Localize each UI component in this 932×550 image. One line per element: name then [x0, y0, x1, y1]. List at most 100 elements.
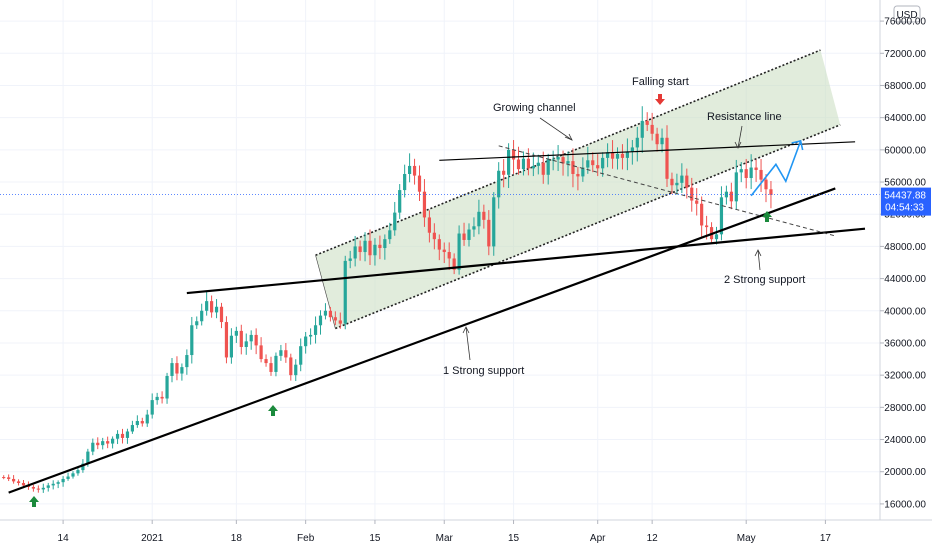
- candle-body: [313, 325, 318, 335]
- candle-body: [492, 197, 496, 247]
- candle-body: [135, 421, 139, 426]
- y-tick-label: 48000.00: [884, 242, 926, 253]
- candle-body: [576, 173, 580, 177]
- candle-body: [462, 233, 466, 240]
- candle-body: [566, 161, 570, 164]
- candle-body: [259, 345, 263, 360]
- candle-body: [739, 169, 743, 173]
- candle-body: [41, 487, 45, 490]
- candle-body: [422, 191, 427, 218]
- candle-body: [343, 260, 347, 324]
- candle-body: [571, 161, 575, 174]
- candle-body: [675, 182, 679, 186]
- x-tick-label: May: [737, 533, 756, 544]
- y-tick-label: 16000.00: [884, 499, 926, 510]
- candle-body: [91, 442, 95, 452]
- annotation-strong-support-1: 1 Strong support: [443, 365, 524, 377]
- candle-body: [160, 396, 164, 399]
- candle-body: [640, 120, 644, 138]
- candle-body: [502, 170, 506, 175]
- support-line-1: [8, 187, 836, 494]
- candle-body: [304, 336, 308, 347]
- candle-body: [368, 240, 372, 256]
- candle-body: [403, 173, 407, 191]
- candle-body: [531, 165, 535, 169]
- candle-body: [769, 189, 773, 195]
- candle-body: [51, 483, 55, 486]
- candle-body: [665, 137, 669, 179]
- candle-body: [541, 162, 545, 175]
- falling-start-arrow: [655, 94, 665, 105]
- y-tick-label: 76000.00: [884, 17, 926, 28]
- x-tick-label: 2021: [141, 533, 164, 544]
- candle-body: [630, 147, 634, 152]
- candle-body: [680, 175, 684, 183]
- candle-body: [408, 165, 412, 174]
- x-tick-label: Mar: [436, 533, 454, 544]
- candle-body: [16, 481, 21, 483]
- projection-arrow-head: [791, 140, 804, 151]
- candle-body: [516, 159, 521, 170]
- candle-body: [625, 151, 629, 158]
- candle-body: [497, 170, 501, 198]
- x-tick-label: 15: [508, 533, 520, 544]
- candle-body: [101, 441, 105, 446]
- candle-body: [289, 357, 293, 376]
- candle-body: [294, 364, 298, 376]
- last-price-value: 54437.88: [884, 191, 926, 202]
- candle-body: [427, 217, 431, 233]
- annotation-pointer-head: [734, 141, 742, 149]
- candle-body: [546, 159, 550, 175]
- candle-body: [759, 169, 763, 180]
- y-tick-label: 68000.00: [884, 81, 926, 92]
- candle-body: [279, 350, 283, 356]
- candle-body: [234, 330, 238, 336]
- annotation-growing-channel: Growing channel: [493, 102, 576, 114]
- annotation-pointer: [757, 249, 761, 271]
- candle-body: [615, 153, 620, 159]
- y-tick-label: 44000.00: [884, 274, 926, 285]
- candle-body: [348, 258, 352, 261]
- last-price-label[interactable]: [881, 187, 931, 216]
- annotation-resistance-line: Resistance line: [707, 111, 782, 123]
- candle-body: [764, 179, 768, 190]
- candle-body: [378, 244, 382, 249]
- support-arrow-2: [268, 405, 278, 416]
- candle-body: [749, 167, 753, 179]
- candle-body: [685, 175, 689, 188]
- annotation-strong-support-2: 2 Strong support: [724, 274, 805, 286]
- currency-badge[interactable]: [893, 5, 921, 23]
- candle-body: [309, 334, 313, 337]
- y-tick-label: 40000.00: [884, 306, 926, 317]
- candle-body: [214, 306, 219, 313]
- candle-body: [412, 165, 417, 176]
- candle-body: [695, 200, 699, 204]
- candle-body: [145, 414, 149, 424]
- candle-body: [536, 162, 540, 166]
- candle-body: [472, 226, 476, 230]
- countdown-value: 04:54:33: [885, 203, 924, 214]
- candle-body: [12, 478, 16, 482]
- y-tick-label: 64000.00: [884, 113, 926, 124]
- candle-body: [200, 310, 204, 322]
- annotation-pointer-head: [462, 326, 470, 334]
- candle-body: [274, 355, 278, 372]
- candle-body: [714, 234, 719, 240]
- candle-body: [115, 433, 120, 439]
- annotation-pointer-head: [564, 133, 573, 141]
- candle-body: [7, 477, 11, 479]
- candle-body: [477, 211, 481, 227]
- price-axis-panel: [880, 0, 932, 550]
- candle-body: [586, 160, 590, 168]
- candle-body: [239, 330, 243, 347]
- x-tick-label: Apr: [590, 533, 606, 544]
- x-tick-label: 12: [647, 533, 659, 544]
- currency-label: USD: [896, 10, 917, 21]
- candle-body: [76, 470, 80, 474]
- candle-body: [190, 325, 194, 356]
- candle-body: [229, 335, 233, 358]
- candle-body: [170, 363, 174, 376]
- support-arrow-3: [762, 211, 772, 222]
